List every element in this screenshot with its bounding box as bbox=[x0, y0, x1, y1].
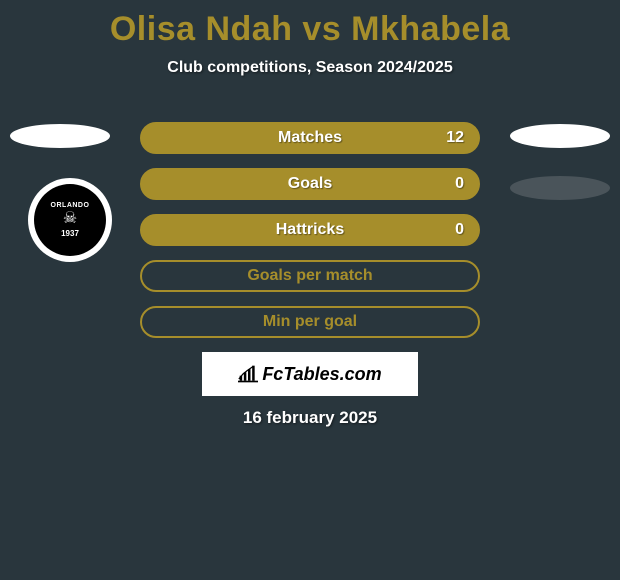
stat-bar: Goals per match bbox=[140, 260, 480, 292]
stat-bar: Goals 0 bbox=[140, 168, 480, 200]
stat-bar: Hattricks 0 bbox=[140, 214, 480, 246]
player-right-placeholder bbox=[510, 124, 610, 148]
stat-bar-value: 0 bbox=[455, 221, 464, 239]
stat-bar-label: Goals per match bbox=[247, 267, 372, 285]
stat-bar: Matches 12 bbox=[140, 122, 480, 154]
stat-bar-value: 12 bbox=[446, 129, 464, 147]
club-badge-inner: ORLANDO ☠ 1937 bbox=[34, 184, 106, 256]
brand-text: FcTables.com bbox=[262, 364, 381, 385]
stat-bar-label: Hattricks bbox=[276, 221, 344, 239]
club-badge-year: 1937 bbox=[61, 229, 79, 238]
subtitle: Club competitions, Season 2024/2025 bbox=[0, 59, 620, 77]
stat-bars: Matches 12 Goals 0 Hattricks 0 Goals per match… bbox=[140, 122, 480, 338]
stat-bar-label: Min per goal bbox=[263, 313, 357, 331]
stat-bar-label: Matches bbox=[278, 129, 342, 147]
stat-bar: Min per goal bbox=[140, 306, 480, 338]
stat-bar-value: 0 bbox=[455, 175, 464, 193]
footer-date: 16 february 2025 bbox=[0, 408, 620, 428]
bar-chart-icon bbox=[238, 365, 258, 383]
club-badge: ORLANDO ☠ 1937 bbox=[28, 178, 112, 262]
player-right-shadow bbox=[510, 176, 610, 200]
brand-box: FcTables.com bbox=[202, 352, 418, 396]
stat-bar-label: Goals bbox=[288, 175, 332, 193]
club-badge-top-text: ORLANDO bbox=[51, 202, 90, 209]
page-title: Olisa Ndah vs Mkhabela bbox=[0, 0, 620, 49]
player-left-placeholder bbox=[10, 124, 110, 148]
skull-crossbones-icon: ☠ bbox=[63, 211, 77, 227]
